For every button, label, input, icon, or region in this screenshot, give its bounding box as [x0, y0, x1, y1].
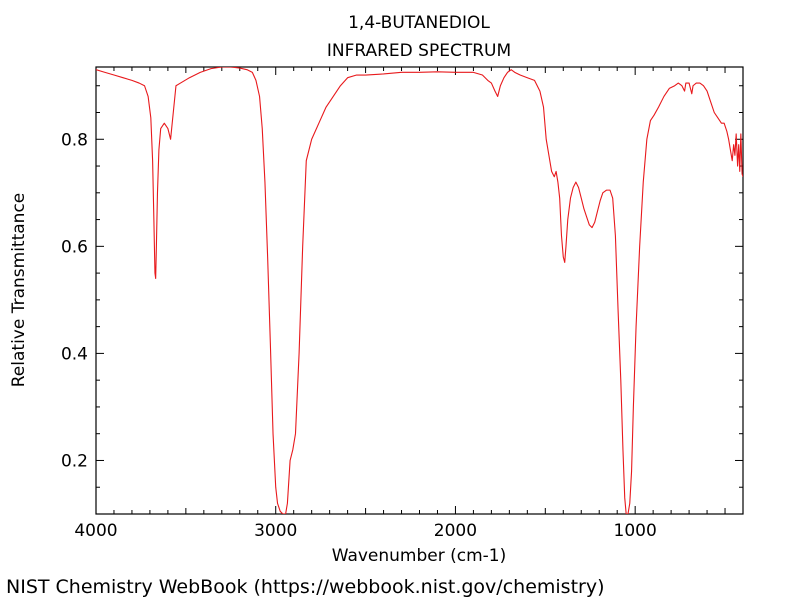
y-tick-label: 0.2	[61, 451, 88, 471]
chart-title: 1,4-BUTANEDIOL	[348, 13, 490, 33]
y-tick-label: 0.8	[61, 130, 88, 150]
series-group	[96, 67, 743, 514]
x-axis-label: Wavenumber (cm-1)	[332, 546, 507, 566]
x-tick-label: 3000	[254, 521, 297, 541]
chart-subtitle: INFRARED SPECTRUM	[327, 41, 511, 61]
ir-spectrum-chart: 1,4-BUTANEDIOL INFRARED SPECTRUM 4000 300…	[9, 13, 744, 566]
x-tick-label: 1000	[614, 521, 657, 541]
plot-area-frame	[95, 66, 744, 515]
spectrum-line	[96, 67, 743, 514]
x-tick-label: 4000	[74, 521, 117, 541]
footer-source-credit: NIST Chemistry WebBook (https://webbook.…	[6, 576, 605, 598]
y-tick-label: 0.6	[61, 237, 88, 257]
y-tick-label: 0.4	[61, 344, 88, 364]
axis-ticks: 4000 3000 2000 1000 0.2 0.4 0.6 0.8	[61, 67, 744, 541]
x-tick-label: 2000	[434, 521, 477, 541]
y-axis-label: Relative Transmittance	[9, 193, 29, 388]
